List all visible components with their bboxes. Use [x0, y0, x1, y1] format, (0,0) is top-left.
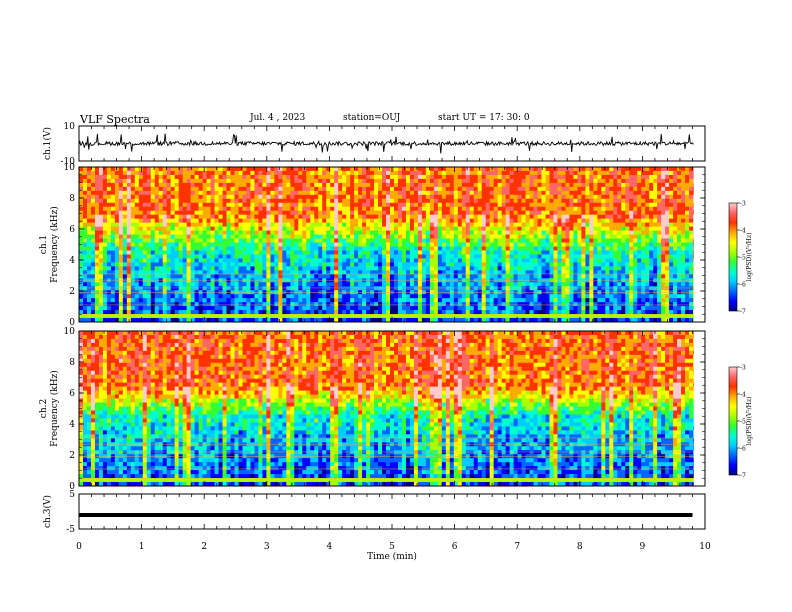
- ch2-spec-ylabel-channel: ch.2: [39, 399, 49, 418]
- ch1-spec-image: [79, 167, 705, 322]
- ch1-wave-ylabel: ch.1(V): [42, 127, 53, 160]
- ch1-spec-colorbar-label: log(PSD)(V²/Hz): [746, 233, 753, 282]
- ch1-wave-ytick-label: 10: [64, 122, 76, 132]
- ch2-spec-image: [79, 331, 705, 486]
- ch2-spec-colorbar-tick-label: -4: [740, 392, 746, 399]
- ch2-spec-ytick-label: 2: [69, 451, 75, 461]
- ch2-spec-colorbar: [728, 366, 738, 476]
- ch2-spec-ytick-label: 8: [69, 358, 75, 368]
- xtick-label: 9: [640, 542, 646, 552]
- xtick-label: 5: [389, 542, 395, 552]
- xtick-label: 7: [514, 542, 520, 552]
- ch2-spec-colorbar-tick-label: -3: [740, 365, 746, 372]
- xtick-label: 8: [577, 542, 583, 552]
- ch1-wave-ytick-label: -10: [61, 157, 76, 167]
- ch1-spec-ytick-label: 2: [69, 287, 75, 297]
- date-label: Jul. 4 , 2023: [250, 113, 306, 123]
- ch1-spec-ytick-label: 0: [69, 318, 75, 328]
- ch1-spec-ytick-label: 8: [69, 194, 75, 204]
- xtick-label: 3: [264, 542, 270, 552]
- ch3-wave-ytick-label: 5: [69, 490, 75, 500]
- ch1-spec-ytick-label: 4: [69, 256, 75, 266]
- ch1-spec-ylabel-channel: ch.1: [39, 235, 49, 254]
- ch1-spec-colorbar-tick-label: -7: [740, 309, 746, 316]
- ch1-spec-colorbar-tick-label: -6: [740, 282, 746, 289]
- ch1-spec-ytick-label: 6: [69, 225, 75, 235]
- ch2-spec-colorbar-tick-label: -6: [740, 446, 746, 453]
- ch2-spec-ytick-label: 6: [69, 389, 75, 399]
- ch2-spec-ytick-label: 4: [69, 420, 75, 430]
- ch3-wave-frame: [78, 493, 706, 530]
- ch1-spec-colorbar-tick-label: -5: [740, 255, 746, 262]
- ch2-spec-ytick-label: 0: [69, 482, 75, 492]
- ch1-spec-colorbar: [728, 202, 738, 312]
- xtick-label: 6: [452, 542, 458, 552]
- ch1-spec-colorbar-tick-label: -4: [740, 228, 746, 235]
- xtick-label: 1: [139, 542, 145, 552]
- ch1-spec-ylabel: Frequency (kHz): [49, 206, 60, 283]
- xtick-label: 10: [699, 542, 711, 552]
- ch1-spec-ytick-label: 10: [64, 163, 76, 173]
- x-axis-label: Time (min): [367, 551, 417, 562]
- ch1-waveform-line: [79, 133, 694, 154]
- start-time-label: start UT = 17: 30: 0: [438, 113, 530, 123]
- chart-title: VLF Spectra: [80, 113, 150, 126]
- ch1-spec-colorbar-tick-label: -3: [740, 201, 746, 208]
- ch3-wave-ytick-label: -5: [66, 525, 75, 535]
- xtick-label: 0: [76, 542, 82, 552]
- ch2-spec-ylabel: Frequency (kHz): [49, 370, 60, 447]
- station-label: station=OUJ: [343, 113, 401, 123]
- ch2-spec-ytick-label: 10: [64, 327, 76, 337]
- xtick-label: 2: [201, 542, 207, 552]
- xtick-label: 4: [327, 542, 333, 552]
- ch3-wave-ylabel: ch.3(V): [42, 495, 53, 528]
- ch2-spec-colorbar-tick-label: -7: [740, 473, 746, 480]
- ch2-spec-colorbar-tick-label: -5: [740, 419, 746, 426]
- ch2-spec-colorbar-label: log(PSD)(V²/Hz): [746, 397, 753, 446]
